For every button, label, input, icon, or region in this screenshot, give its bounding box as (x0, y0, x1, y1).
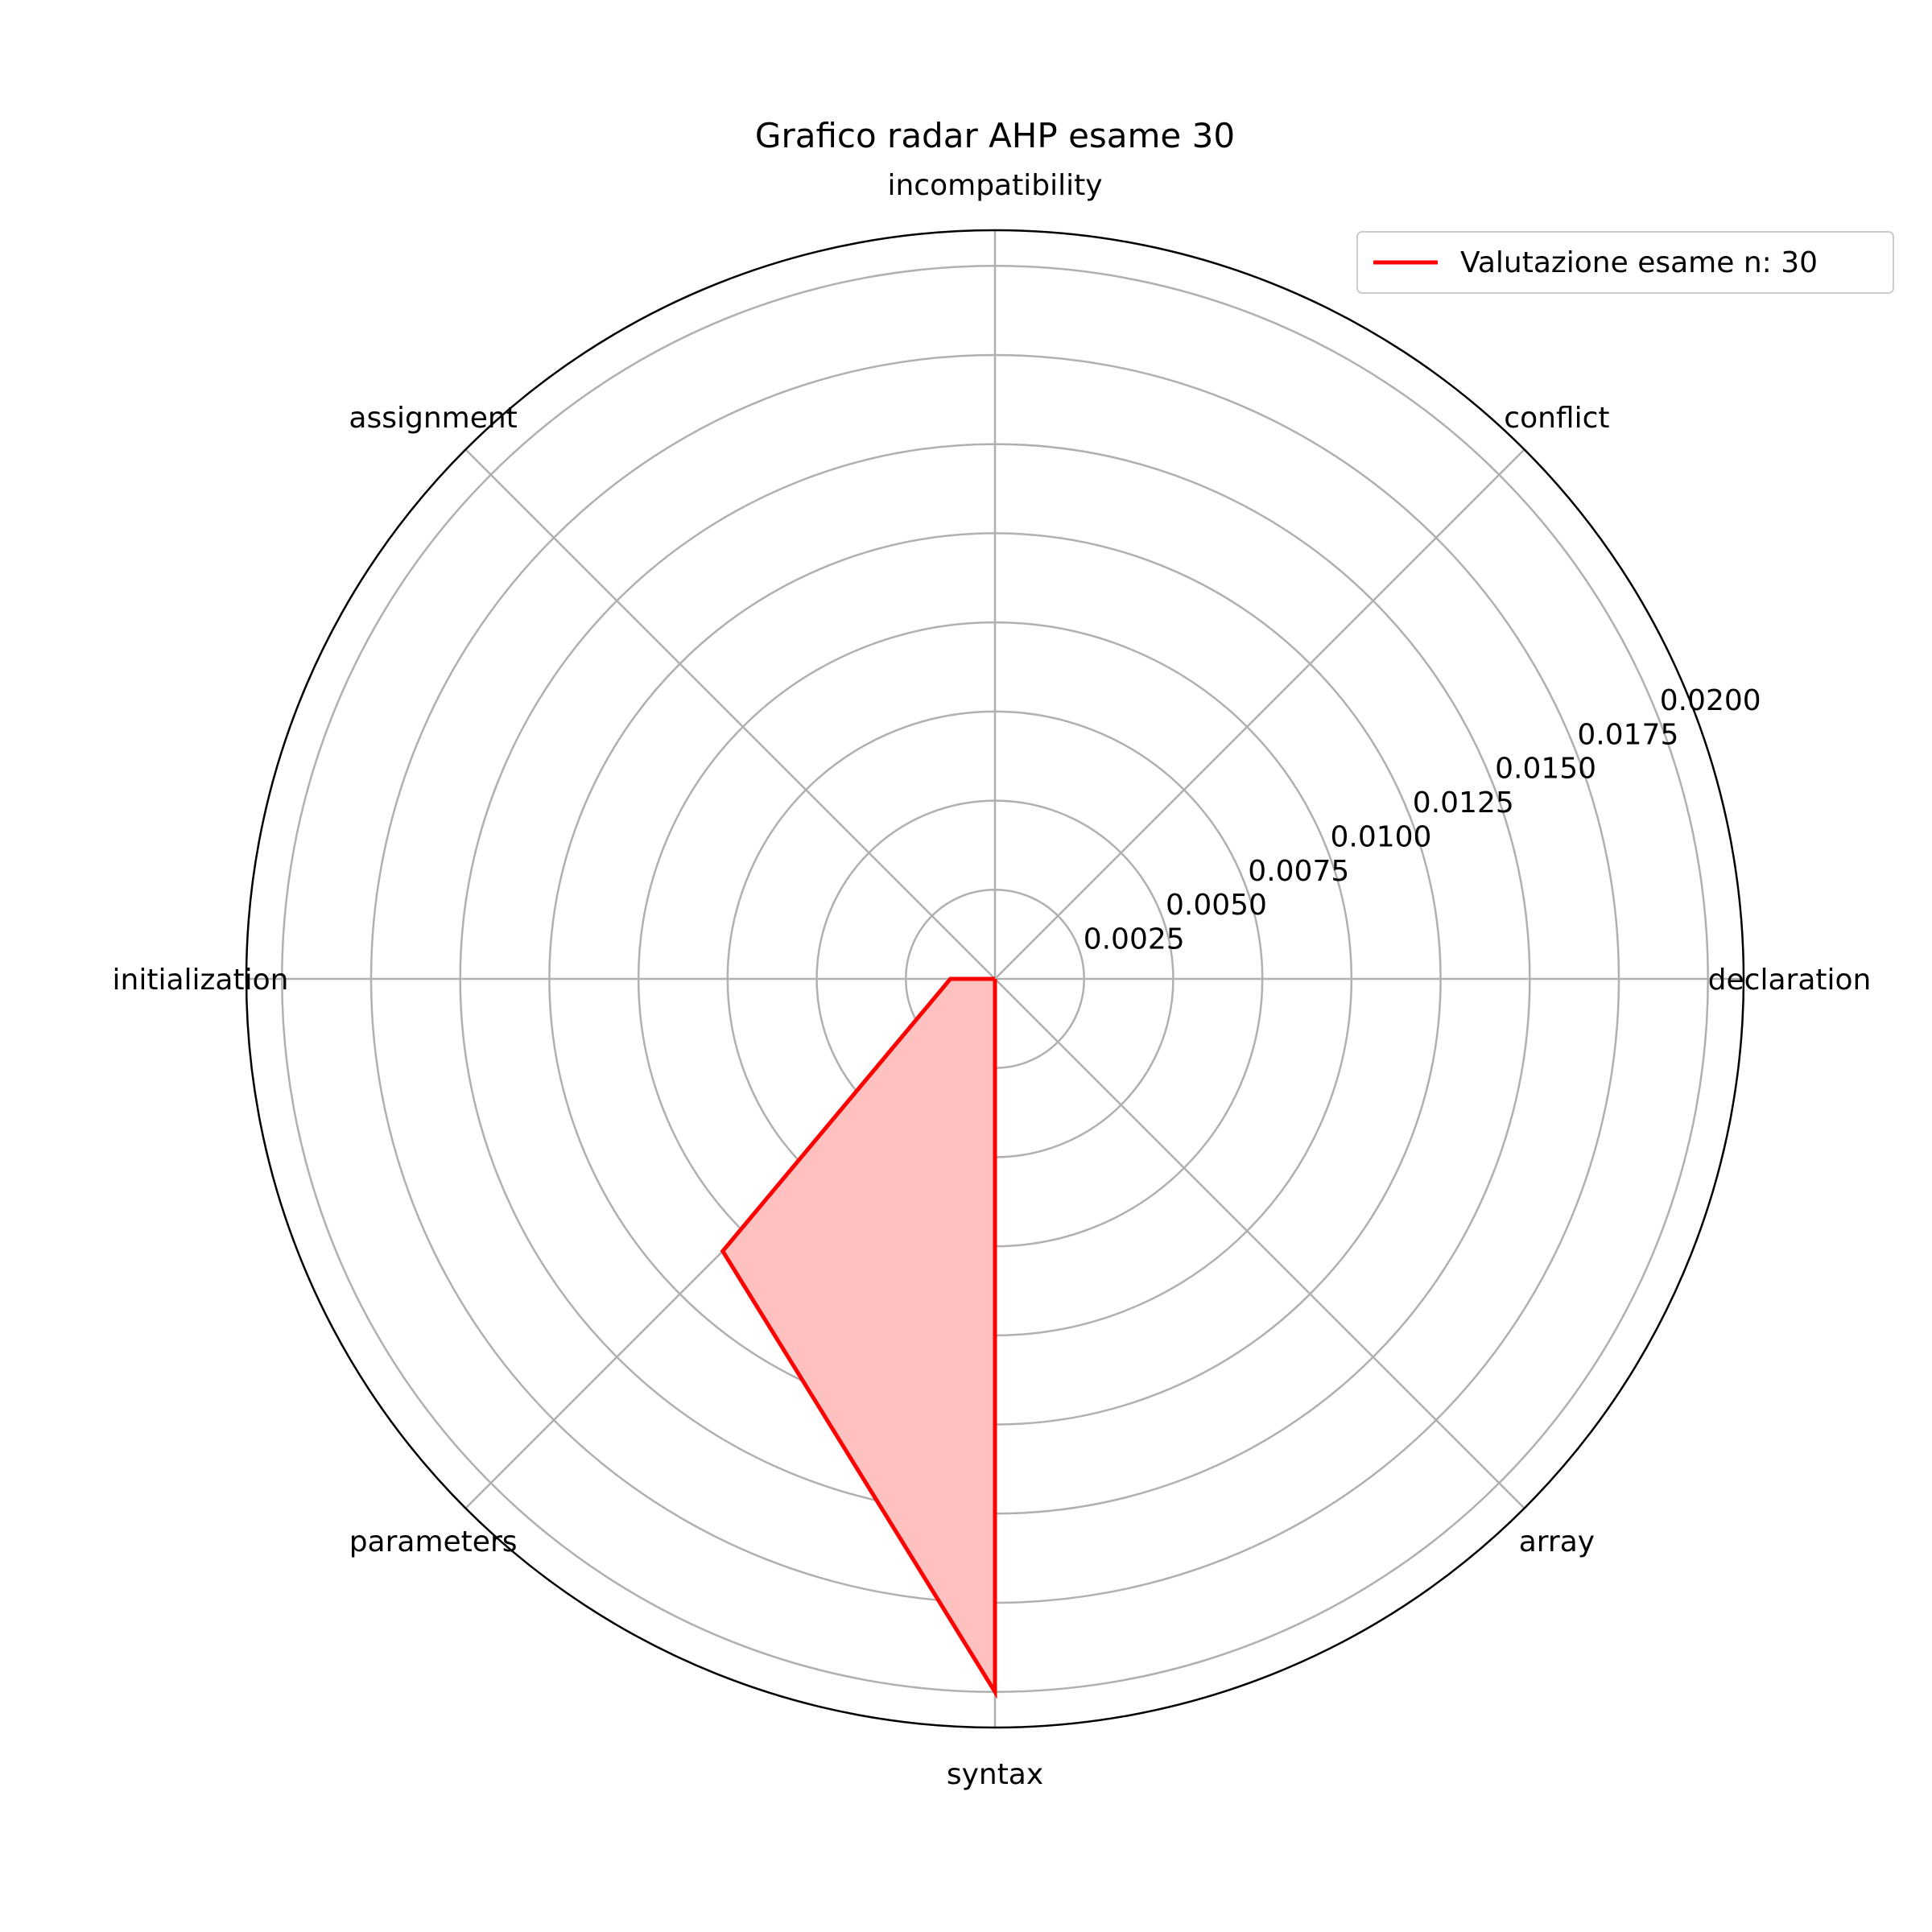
grid-spoke (994, 448, 1525, 980)
tick-label: 0.0075 (1248, 855, 1349, 888)
series-area (722, 979, 995, 1692)
tick-label: 0.0100 (1331, 821, 1432, 854)
category-label: parameters (349, 1525, 518, 1558)
category-label: array (1519, 1525, 1595, 1558)
axis-labels: declaration conflict incompatibility assign… (113, 169, 1872, 1791)
category-label: incompatibility (887, 169, 1102, 202)
category-label: syntax (947, 1758, 1043, 1791)
tick-label: 0.0050 (1166, 889, 1267, 922)
grid-spoke (464, 448, 996, 980)
tick-label: 0.0025 (1084, 923, 1185, 956)
category-label: assignment (349, 402, 517, 435)
category-label: declaration (1708, 964, 1872, 997)
legend-box (1356, 231, 1894, 294)
tick-label: 0.0125 (1413, 786, 1514, 819)
tick-label: 0.0175 (1577, 718, 1678, 751)
category-label: conflict (1504, 402, 1609, 435)
tick-label: 0.0150 (1495, 753, 1596, 786)
legend-label: Valutazione esame n: 30 (1460, 246, 1818, 279)
tick-label: 0.0200 (1660, 684, 1761, 717)
series-layer (720, 976, 997, 1699)
legend: Valutazione esame n: 30 (1356, 231, 1894, 294)
chart-title: Grafico radar AHP esame 30 (755, 116, 1235, 155)
category-label: initialization (113, 964, 289, 997)
series-line (720, 976, 997, 1699)
grid-spoke (994, 978, 1525, 1509)
polar-frame (245, 229, 1745, 1729)
